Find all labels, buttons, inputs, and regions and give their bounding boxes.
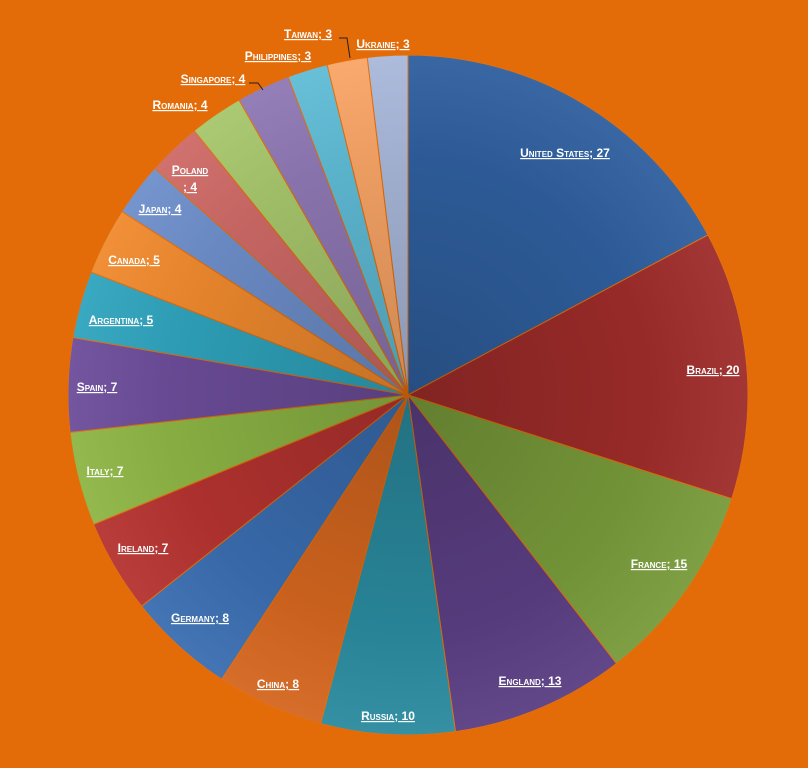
slice-label-england: England; 13 — [499, 674, 562, 688]
slice-label-japan: Japan; 4 — [139, 202, 182, 216]
slice-label-germany: Germany; 8 — [171, 611, 229, 625]
leader-line-singapore — [249, 82, 264, 91]
slice-label-poland: Poland; 4 — [172, 163, 209, 194]
slice-label-russia: Russia; 10 — [361, 709, 415, 723]
leader-lines — [249, 37, 351, 91]
pie-slices — [67, 54, 749, 736]
slice-label-ireland: Ireland; 7 — [118, 541, 169, 555]
leader-line-taiwan — [339, 37, 351, 59]
slice-labels: United States; 27 Brazil; 20 France; 15 Eng… — [77, 27, 740, 723]
slice-label-canada: Canada; 5 — [108, 253, 160, 267]
slice-label-taiwan: Taiwan; 3 — [284, 27, 332, 41]
slice-label-argentina: Argentina; 5 — [89, 313, 154, 327]
slice-label-italy: Italy; 7 — [87, 464, 124, 478]
slice-label-singapore: Singapore; 4 — [181, 72, 246, 86]
slice-label-france: France; 15 — [631, 557, 688, 571]
slice-label-ukraine: Ukraine; 3 — [356, 37, 410, 51]
slice-label-brazil: Brazil; 20 — [687, 363, 740, 377]
slice-label-united-states: United States; 27 — [520, 146, 610, 160]
slice-label-romania: Romania; 4 — [152, 98, 207, 112]
slice-label-spain: Spain; 7 — [77, 380, 118, 394]
slice-label-philippines: Philippines; 3 — [245, 49, 312, 63]
slice-label-china: China; 8 — [257, 677, 300, 691]
